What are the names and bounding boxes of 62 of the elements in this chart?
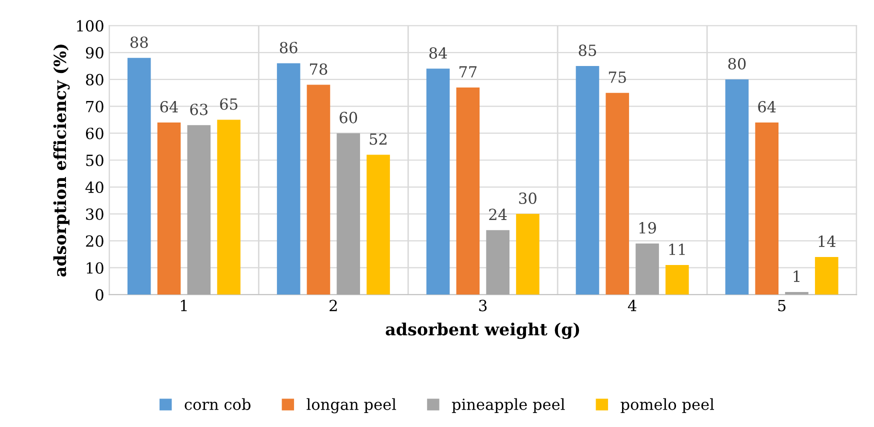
x-tick-label: 2 (330, 300, 337, 312)
data-label: 60 (340, 112, 358, 124)
data-label: 11 (669, 244, 685, 255)
legend-label: longan peel (306, 398, 396, 414)
bar (576, 66, 600, 295)
data-label: 63 (190, 104, 208, 116)
bar (276, 63, 300, 295)
data-label: 88 (130, 36, 148, 48)
data-label: 84 (429, 47, 447, 59)
bar (426, 68, 450, 295)
x-tick-label: 4 (628, 300, 636, 312)
data-label: 14 (818, 236, 836, 247)
data-label: 86 (280, 42, 298, 54)
data-label: 24 (489, 208, 507, 220)
data-label: 80 (728, 58, 746, 70)
data-label: 19 (639, 222, 656, 234)
y-tick-label: 80 (86, 74, 104, 86)
data-label: 75 (608, 72, 626, 83)
bar (785, 292, 808, 295)
bar (666, 265, 689, 295)
bar (755, 122, 779, 295)
bar (725, 79, 749, 295)
bar (814, 256, 838, 295)
y-tick-label: 70 (86, 100, 104, 112)
x-tick-label: 3 (479, 300, 487, 312)
data-label: 52 (370, 133, 386, 145)
bar (187, 125, 211, 295)
data-label: 65 (220, 98, 238, 110)
y-tick-label: 40 (85, 181, 104, 194)
bar (336, 133, 360, 295)
y-tick-label: 30 (86, 208, 104, 220)
x-tick-label: 5 (778, 300, 786, 312)
data-label: 78 (310, 63, 328, 75)
bar (606, 92, 630, 295)
y-tick-label: 20 (86, 235, 104, 247)
bar (306, 84, 330, 295)
bar (516, 214, 540, 295)
bar (157, 122, 181, 295)
data-label: 1 (794, 270, 800, 282)
data-label: 77 (460, 66, 477, 78)
bar (456, 87, 480, 295)
y-tick-label: 100 (77, 20, 104, 32)
y-tick-label: 90 (86, 46, 104, 59)
legend-label: pineapple peel (452, 398, 565, 414)
bar (366, 154, 390, 295)
bar (217, 120, 240, 295)
legend-label: corn cob (184, 398, 250, 410)
bar (127, 58, 151, 295)
x-axis-title: adsorbent weight (g) (386, 322, 580, 339)
y-axis-title: adsorption efficiency (%) (53, 44, 70, 277)
legend-label: pomelo peel (620, 398, 714, 414)
y-tick-label: 10 (86, 262, 104, 274)
data-label: 85 (578, 44, 596, 56)
y-tick-label: 0 (96, 289, 104, 301)
bar (636, 244, 659, 295)
y-tick-label: 60 (86, 128, 104, 140)
data-label: 64 (758, 101, 776, 113)
bar (486, 230, 510, 295)
data-label: 64 (160, 101, 178, 113)
y-tick-label: 50 (86, 154, 104, 166)
x-tick-label: 1 (180, 300, 187, 312)
data-label: 30 (519, 192, 536, 204)
